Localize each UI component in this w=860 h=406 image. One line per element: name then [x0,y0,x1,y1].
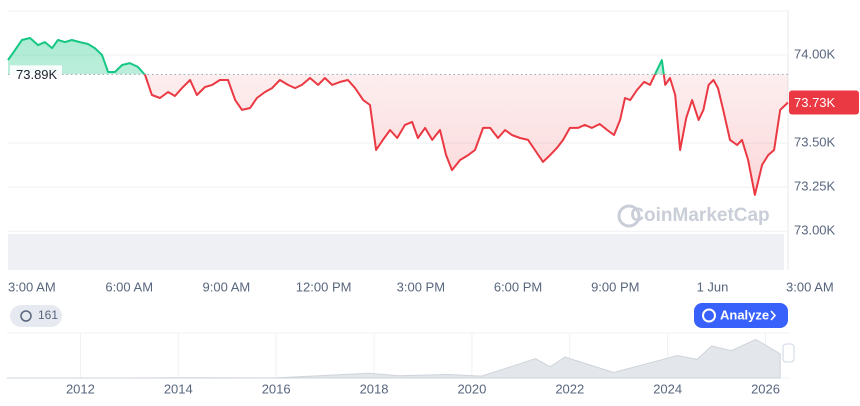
y-tick-label: 73.25K [794,179,836,194]
navigator: 2012 2014 2016 2018 2020 2022 2024 2026 [7,332,790,396]
x-tick-label: 3:00 AM [786,279,834,294]
x-tick-label: 1 Jun [697,279,729,294]
area-down [8,74,788,195]
analyze-bg [694,303,788,328]
analyze-text: Analyze [720,307,769,322]
current-price-bg [789,90,859,115]
y-tick-label: 74.00K [794,46,836,61]
price-line-up [7,37,665,75]
x-tick-label: 6:00 AM [105,279,153,294]
area-up [8,38,664,75]
current-price-label: 73.73K [794,95,836,110]
nav-area [7,338,781,379]
baseline-label-bg [10,65,62,84]
nav-tick-label: 2020 [457,381,486,396]
analyze-icon [702,308,716,323]
history-badge[interactable]: 161 [10,305,62,327]
y-tick-label: 73.50K [794,135,836,150]
x-tick-label: 3:00 PM [397,279,445,294]
nav-tick-label: 2024 [653,381,682,396]
volume-band [8,234,784,270]
x-tick-label: 9:00 PM [591,279,639,294]
y-tick-label: 73.00K [794,223,836,238]
nav-tick-label: 2022 [555,381,584,396]
x-tick-label: 6:00 PM [494,279,542,294]
badge-text: 161 [38,308,58,322]
analyze-chevron [770,310,777,321]
nav-tick-label: 2016 [262,381,291,396]
watermark-logo [617,204,641,228]
price-line-down [143,74,789,196]
x-tick-label: 3:00 AM [8,279,56,294]
nav-tick-label: 2026 [751,381,780,396]
badge-icon [20,310,32,322]
nav-tick-label: 2014 [164,381,193,396]
nav-tick-label: 2012 [66,381,95,396]
x-tick-label: 9:00 AM [203,279,251,294]
badge-bg [10,305,62,327]
main-plot: 74.00K 73.50K 73.25K 73.00K 3:00 AM 6:00 AM 9:… [7,37,859,294]
nav-tick-label: 2018 [360,381,389,396]
nav-handle[interactable] [782,343,795,363]
analyze-button[interactable]: Analyze [694,303,788,328]
watermark: CoinMarketCap [630,205,769,226]
baseline-label: 73.89K [16,67,58,82]
x-tick-label: 12:00 PM [296,279,352,294]
